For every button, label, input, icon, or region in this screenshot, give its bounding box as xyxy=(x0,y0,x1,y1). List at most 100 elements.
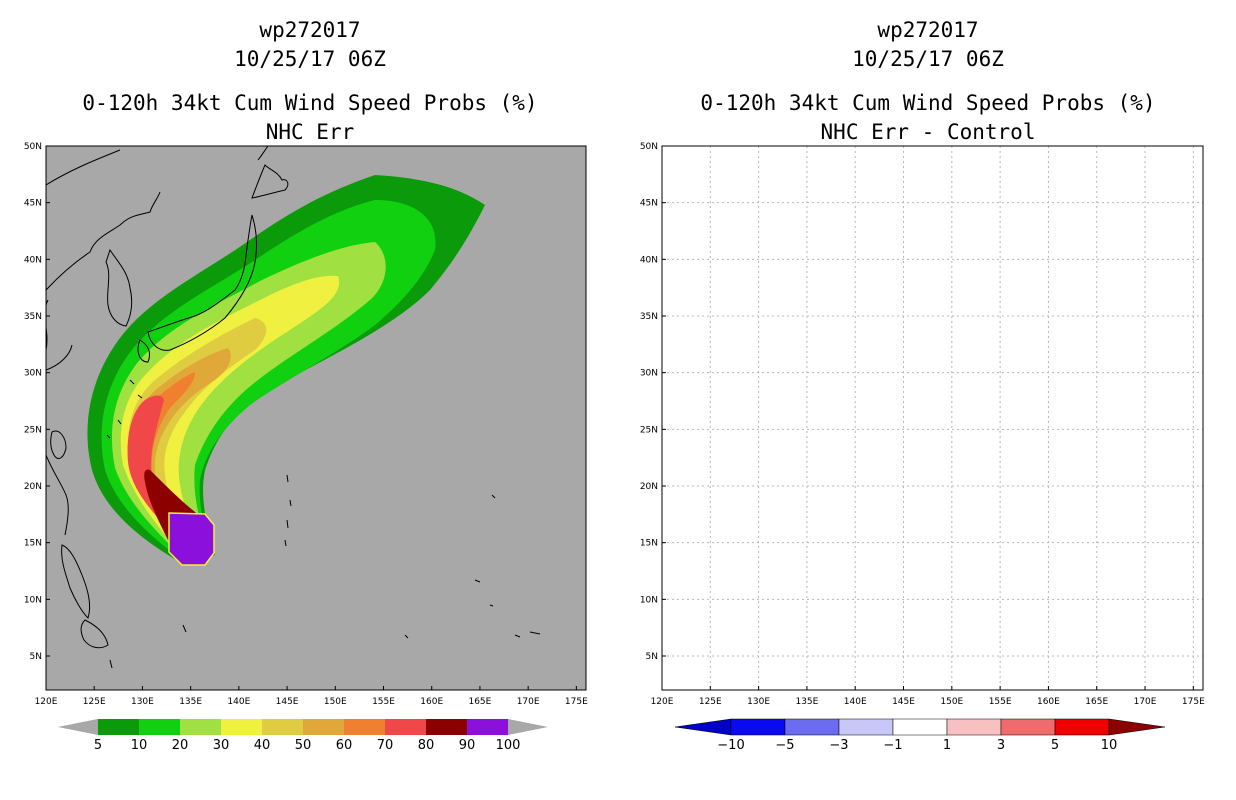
left-colorbar-label: 10 xyxy=(131,738,148,753)
right-lon-label: 155E xyxy=(989,697,1012,707)
left-colorbar-label: 5 xyxy=(94,738,102,753)
left-colorbar: 5 10 20 30 40 50 60 70 80 90 100 xyxy=(58,719,548,753)
right-colorbar-swatch xyxy=(1054,718,1110,736)
left-lon-label: 170E xyxy=(517,697,540,707)
right-lat-label: 35N xyxy=(640,312,658,322)
left-colorbar-low-arrow-tip xyxy=(58,719,98,735)
left-title: 0-120h 34kt Cum Wind Speed Probs (%) xyxy=(82,91,538,115)
left-lat-label: 30N xyxy=(24,369,42,379)
right-lat-label: 30N xyxy=(640,369,658,379)
right-colorbar-label: 10 xyxy=(1101,738,1118,753)
left-lon-label: 165E xyxy=(468,697,491,707)
right-lon-label: 145E xyxy=(892,697,915,707)
coast-philippines-mindanao xyxy=(80,619,109,649)
prob-contour-70 xyxy=(127,395,200,552)
left-subtitle: NHC Err xyxy=(265,120,355,144)
left-colorbar-swatch xyxy=(303,719,344,735)
left-colorbar-label: 70 xyxy=(377,738,394,753)
left-colorbar-swatch xyxy=(98,719,139,735)
left-colorbar-swatch xyxy=(180,719,221,735)
left-map-frame xyxy=(45,145,587,691)
right-colorbar: −10 −5 −3 −1 1 3 5 10 xyxy=(674,718,1166,753)
left-lon-label: 160E xyxy=(420,697,443,707)
right-subtitle: NHC Err - Control xyxy=(820,120,1036,144)
right-lon-label: 150E xyxy=(940,697,963,707)
coast-philippines-luzon xyxy=(61,544,91,619)
left-colorbar-label: 30 xyxy=(213,738,230,753)
right-colorbar-swatch xyxy=(892,718,948,736)
left-lon-label: 120E xyxy=(35,697,58,707)
right-axis-ticks: 120E 125E 130E 135E 140E 145E 150E 155E 160E 165E… xyxy=(640,142,1205,707)
right-gridlines xyxy=(662,146,1203,690)
left-colorbar-swatch xyxy=(221,719,262,735)
left-colorbar-label: 60 xyxy=(336,738,353,753)
right-colorbar-swatch xyxy=(784,718,840,736)
coast-china-south xyxy=(46,454,69,536)
left-lat-label: 45N xyxy=(24,199,42,209)
left-lon-label: 155E xyxy=(372,697,395,707)
right-colorbar-label: −3 xyxy=(829,738,848,753)
right-colorbar-low-arrow xyxy=(674,718,732,736)
left-colorbar-swatch xyxy=(467,719,508,735)
left-lon-label: 135E xyxy=(179,697,202,707)
left-map-panel: 120E 125E 130E 135E 140E 145E 150E 155E 160E 165E… xyxy=(24,142,588,707)
left-lon-label: 140E xyxy=(227,697,250,707)
right-lon-label: 140E xyxy=(844,697,867,707)
right-map-background xyxy=(662,146,1203,690)
right-lon-label: 135E xyxy=(795,697,818,707)
left-axis-ticks: 120E 125E 130E 135E 140E 145E 150E 155E 160E 165E… xyxy=(24,142,588,707)
right-lon-label: 120E xyxy=(651,697,674,707)
right-lon-label: 175E xyxy=(1182,697,1205,707)
left-colorbar-swatch xyxy=(262,719,303,735)
coast-japan-hokkaido xyxy=(251,164,289,199)
right-lat-label: 5N xyxy=(646,652,658,662)
left-colorbar-label: 40 xyxy=(254,738,271,753)
prob-contour-100 xyxy=(168,512,215,566)
left-datetime: 10/25/17 06Z xyxy=(234,47,386,71)
coast-sakhalin xyxy=(257,146,269,161)
right-colorbar-label: 5 xyxy=(1051,738,1059,753)
left-colorbar-label: 50 xyxy=(295,738,312,753)
right-colorbar-label: 3 xyxy=(997,738,1005,753)
right-colorbar-label: −10 xyxy=(717,738,744,753)
left-lat-label: 15N xyxy=(24,539,42,549)
left-colorbar-swatch xyxy=(385,719,426,735)
right-colorbar-label: 1 xyxy=(943,738,951,753)
right-lat-label: 50N xyxy=(640,142,658,152)
right-colorbar-swatch xyxy=(946,718,1002,736)
left-colorbar-label: 80 xyxy=(418,738,435,753)
right-map-frame xyxy=(661,145,1204,691)
left-colorbar-label: 90 xyxy=(459,738,476,753)
right-storm-id: wp272017 xyxy=(877,18,979,42)
left-colorbar-swatch xyxy=(139,719,180,735)
right-colorbar-label: −1 xyxy=(883,738,902,753)
coast-kyushu xyxy=(137,339,151,363)
left-colorbar-swatch xyxy=(344,719,385,735)
left-lat-label: 20N xyxy=(24,482,42,492)
right-title: 0-120h 34kt Cum Wind Speed Probs (%) xyxy=(700,91,1156,115)
right-colorbar-swatch xyxy=(838,718,894,736)
right-lat-label: 45N xyxy=(640,199,658,209)
left-coastlines xyxy=(46,146,541,669)
coast-korea xyxy=(105,248,133,327)
left-lon-label: 125E xyxy=(83,697,106,707)
right-map-panel: 120E 125E 130E 135E 140E 145E 150E 155E 160E 165E… xyxy=(640,142,1205,707)
right-lat-label: 10N xyxy=(640,595,658,605)
left-colorbar-label: 100 xyxy=(496,738,521,753)
left-lat-label: 50N xyxy=(24,142,42,152)
left-lat-label: 25N xyxy=(24,425,42,435)
right-lon-label: 160E xyxy=(1037,697,1060,707)
coast-asia-mainland xyxy=(46,149,161,371)
left-lat-label: 10N xyxy=(24,595,42,605)
left-colorbar-swatch xyxy=(426,719,467,735)
left-lon-label: 130E xyxy=(131,697,154,707)
coast-taiwan xyxy=(50,430,67,459)
left-probability-swath xyxy=(87,175,485,566)
left-lat-label: 5N xyxy=(30,652,42,662)
left-colorbar-label: 20 xyxy=(172,738,189,753)
left-storm-id: wp272017 xyxy=(259,18,361,42)
prob-contour-20 xyxy=(111,242,386,560)
right-lat-label: 20N xyxy=(640,482,658,492)
right-colorbar-label: −5 xyxy=(775,738,794,753)
